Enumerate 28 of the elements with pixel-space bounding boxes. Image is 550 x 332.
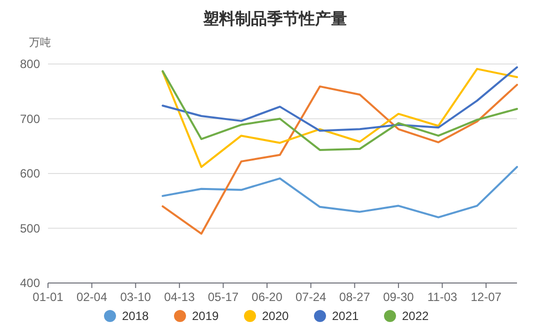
y-tick-label: 600 [20,166,40,180]
y-tick-label: 500 [20,221,40,236]
y-axis-title: 万吨 [29,36,51,49]
x-tick-label: 02-04 [76,290,108,304]
legend-label: 2020 [262,309,290,323]
x-tick-label: 08-27 [339,290,370,304]
x-tick-label: 01-01 [32,290,64,304]
y-tick-label: 400 [20,276,40,290]
legend-label: 2022 [402,309,430,323]
line-series [162,66,518,132]
x-tick-label: 11-03 [427,290,458,304]
legend-label: 2021 [332,309,360,323]
line-series [162,68,518,168]
chart-title: 塑料制品季节性产量 [202,9,347,28]
line-series [162,84,518,235]
x-tick-label: 03-10 [120,290,152,304]
x-tick-label: 04-13 [164,290,196,304]
x-tick-label: 05-17 [208,290,239,304]
line-series [162,70,518,151]
legend-label: 2019 [192,309,220,323]
y-tick-label: 800 [20,57,40,71]
x-tick-label: 12-07 [470,290,502,304]
line-series [162,166,518,218]
y-tick-label: 700 [20,112,40,126]
legend-label: 2018 [122,309,150,323]
x-tick-label: 09-30 [383,290,414,304]
x-tick-label: 06-20 [252,290,283,304]
x-tick-label: 07-24 [295,290,327,304]
